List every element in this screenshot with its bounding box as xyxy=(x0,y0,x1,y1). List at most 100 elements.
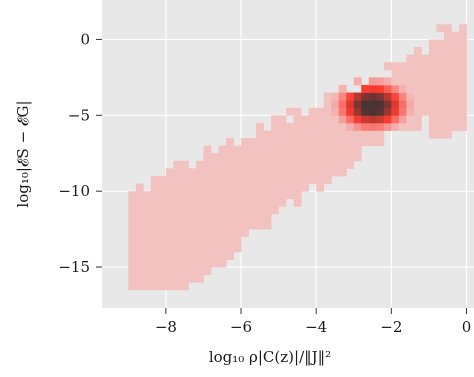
density-cell xyxy=(361,115,370,124)
density-cell xyxy=(233,229,242,238)
density-cell xyxy=(173,213,182,222)
density-cell xyxy=(226,183,234,192)
density-cell xyxy=(406,84,415,93)
density-cell xyxy=(218,213,227,222)
density-cell xyxy=(165,213,174,222)
density-cell xyxy=(180,183,189,192)
density-cell xyxy=(150,282,159,291)
density-cell xyxy=(383,62,392,71)
density-cell xyxy=(398,69,407,78)
density-cell xyxy=(241,160,249,169)
density-cell xyxy=(391,69,400,78)
density-cell xyxy=(195,213,204,222)
density-cell xyxy=(158,259,167,268)
density-cell xyxy=(428,92,437,101)
density-cell xyxy=(233,191,242,200)
density-cell xyxy=(271,130,280,139)
density-cell xyxy=(323,107,332,116)
density-cell xyxy=(346,153,355,162)
density-cell xyxy=(263,153,272,162)
density-cell xyxy=(248,191,257,200)
density-cell xyxy=(256,221,264,230)
density-cell xyxy=(195,221,204,230)
density-cell xyxy=(195,183,204,192)
density-cell xyxy=(256,206,264,215)
density-cell xyxy=(135,282,144,291)
density-cell xyxy=(323,138,332,147)
density-cell xyxy=(286,191,295,200)
density-cell xyxy=(173,198,182,207)
density-cell xyxy=(301,183,310,192)
density-cell xyxy=(180,191,189,200)
density-cell xyxy=(376,115,385,124)
density-cell xyxy=(316,153,325,162)
density-cell xyxy=(203,206,212,215)
density-cell xyxy=(346,100,355,109)
x-tick-label: −2 xyxy=(380,318,402,336)
density-cell xyxy=(278,176,287,184)
density-cell xyxy=(316,115,325,124)
density-cell xyxy=(210,213,219,222)
density-cell xyxy=(316,130,325,139)
y-axis-label: log₁₀|𝓔S − 𝓔G| xyxy=(14,100,32,207)
density-cell xyxy=(128,229,137,238)
density-cell xyxy=(180,251,189,260)
density-cell xyxy=(180,274,189,283)
density-cell xyxy=(188,267,197,276)
density-cell xyxy=(458,54,467,63)
density-cell xyxy=(308,115,317,124)
density-cell xyxy=(210,221,219,230)
density-cell xyxy=(150,198,159,207)
density-cell xyxy=(150,251,159,260)
density-cell xyxy=(226,229,234,238)
density-cell xyxy=(233,183,242,192)
density-cell xyxy=(428,69,437,78)
density-cell xyxy=(158,251,167,260)
density-cell xyxy=(263,176,272,184)
density-cell xyxy=(256,122,264,131)
density-cell xyxy=(165,236,174,245)
density-cell xyxy=(383,100,392,109)
density-cell xyxy=(203,251,212,260)
density-cell xyxy=(210,160,219,169)
density-cell xyxy=(451,100,460,109)
density-cell xyxy=(353,122,362,131)
density-cell xyxy=(443,122,452,131)
y-tick-label: −10 xyxy=(58,182,90,200)
density-cell xyxy=(241,206,249,215)
density-cell xyxy=(278,115,287,124)
density-cell xyxy=(301,176,310,184)
density-cell xyxy=(293,191,302,200)
density-cell xyxy=(323,92,332,101)
density-cell xyxy=(286,160,295,169)
density-cell xyxy=(353,138,362,147)
density-cell xyxy=(376,84,385,93)
density-cell xyxy=(180,229,189,238)
y-axis: 0 −5 −10 −15 xyxy=(58,30,102,276)
density-cell xyxy=(293,183,302,192)
density-cell xyxy=(436,62,445,71)
density-cell xyxy=(218,168,227,177)
density-cell xyxy=(308,122,317,131)
density-cell xyxy=(143,267,152,276)
density-cell xyxy=(413,122,422,131)
density-cell xyxy=(203,145,212,154)
density-cell xyxy=(195,251,204,260)
density-cell xyxy=(413,77,422,86)
density-cell xyxy=(451,92,460,101)
density-cell xyxy=(271,122,280,131)
density-cell xyxy=(331,153,340,162)
density-cell xyxy=(233,168,242,177)
density-cell xyxy=(195,191,204,200)
density-cell xyxy=(391,77,400,86)
density-cell xyxy=(428,122,437,131)
density-cell xyxy=(346,145,355,154)
density-cell xyxy=(195,176,204,184)
density-cell xyxy=(256,130,264,139)
density-cell xyxy=(323,100,332,109)
density-cell xyxy=(203,191,212,200)
density-cell xyxy=(135,236,144,245)
density-cell xyxy=(218,229,227,238)
